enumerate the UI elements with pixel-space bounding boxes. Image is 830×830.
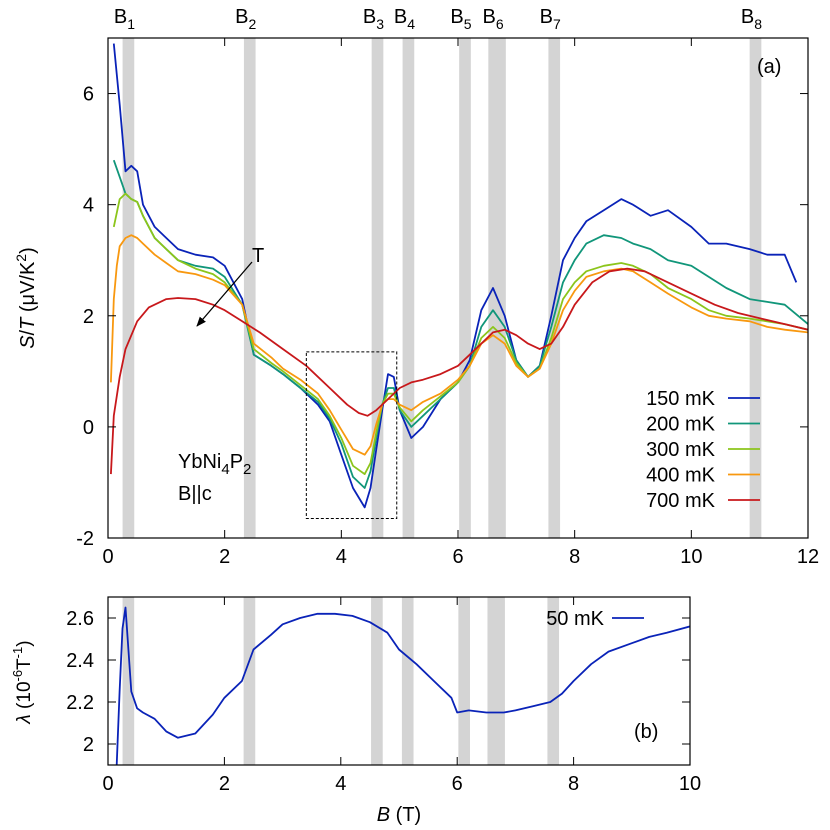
bands-a: [122, 38, 762, 538]
field-band: [459, 38, 471, 538]
series-a: [110, 43, 808, 509]
series-line: [112, 192, 808, 475]
temperature-arrow: [196, 261, 253, 327]
legend-label: 700 mK: [646, 490, 716, 512]
panel-label-a: (a): [757, 56, 781, 78]
y-axis-label-a: S/T (μV/K2): [13, 247, 39, 349]
band-label: B5: [450, 6, 471, 32]
legend-a: 150 mK 200 mK 300 mK 400 mK 700 mK: [646, 388, 760, 512]
field-band: [371, 597, 383, 765]
band-label: B6: [483, 6, 504, 32]
legend-label: 400 mK: [646, 465, 716, 487]
band-label: B2: [235, 6, 256, 32]
field-band: [371, 38, 384, 538]
y-tick-label: -2: [76, 528, 94, 550]
x-tick-label: 10: [680, 546, 702, 568]
field-band: [122, 597, 135, 765]
field-band: [122, 38, 135, 538]
y-tick-label: 2: [83, 306, 94, 328]
x-tick-label: 4: [335, 773, 346, 795]
x-tick-label: 8: [569, 546, 580, 568]
y-tick-label: 2: [83, 734, 94, 756]
field-band: [488, 38, 506, 538]
series-line: [115, 606, 690, 765]
x-tick-label: 12: [797, 546, 819, 568]
panel-a: B1 B2 B3 B4 B5 B6 B7 B8 0 2 4 6 8 10 12 -2 0 2 4 6 (a) S/T…: [13, 6, 819, 568]
field-band: [458, 597, 471, 765]
legend-b: 50 mK: [546, 608, 644, 630]
x-tick-label: 0: [102, 773, 113, 795]
band-label: B8: [741, 6, 762, 32]
plot-frame-b: [107, 596, 691, 766]
field-band: [749, 38, 762, 538]
field-band: [402, 38, 415, 538]
axis-ticks-a: 0 2 4 6 8 10 12 -2 0 2 4 6: [76, 38, 819, 568]
x-tick-label: 0: [102, 546, 113, 568]
band-label: B4: [394, 6, 415, 32]
field-band: [547, 597, 560, 765]
y-tick-label: 0: [83, 417, 94, 439]
legend-label: 200 mK: [646, 414, 716, 436]
x-tick-label: 6: [452, 546, 463, 568]
x-axis-label: B (T): [377, 804, 421, 826]
y-axis-label-b: λ (10-6T-1): [10, 640, 35, 724]
y-tick-label: 2.2: [66, 692, 94, 714]
x-tick-label: 2: [219, 773, 230, 795]
band-labels: B1 B2 B3 B4 B5 B6 B7 B8: [114, 6, 762, 32]
field-direction-label: B||c: [178, 483, 212, 505]
highlight-box: [305, 351, 398, 520]
x-tick-label: 8: [568, 773, 579, 795]
series-line: [112, 159, 808, 489]
legend-label: 150 mK: [646, 388, 716, 410]
field-band: [243, 38, 256, 538]
field-band: [548, 38, 561, 538]
x-tick-label: 4: [336, 546, 347, 568]
panel-label-b: (b): [634, 721, 658, 743]
band-label: B3: [363, 6, 384, 32]
sample-label: YbNi4P2: [178, 451, 251, 478]
bands-b: [122, 597, 560, 765]
y-tick-label: 4: [83, 195, 94, 217]
x-tick-label: 6: [452, 773, 463, 795]
x-tick-label: 2: [219, 546, 230, 568]
series-b: [115, 606, 690, 765]
series-line: [110, 234, 808, 456]
y-tick-label: 2.4: [66, 650, 94, 672]
series-line: [110, 267, 808, 475]
y-tick-label: 6: [83, 84, 94, 106]
x-tick-label: 10: [679, 773, 701, 795]
legend-label: 300 mK: [646, 439, 716, 461]
band-label: B7: [540, 6, 561, 32]
field-band: [401, 597, 414, 765]
legend-label: 50 mK: [546, 608, 604, 630]
band-label: B1: [114, 6, 135, 32]
temperature-arrow-label: T: [252, 245, 264, 267]
field-band: [487, 597, 505, 765]
field-band: [243, 597, 256, 765]
y-tick-label: 2.6: [66, 608, 94, 630]
